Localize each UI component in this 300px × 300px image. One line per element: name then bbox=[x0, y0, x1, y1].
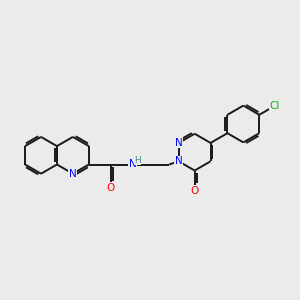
Text: N: N bbox=[175, 156, 183, 166]
Text: O: O bbox=[106, 183, 115, 193]
Text: O: O bbox=[190, 186, 199, 196]
Text: N: N bbox=[69, 169, 77, 179]
Text: Cl: Cl bbox=[270, 101, 280, 111]
Text: H: H bbox=[134, 156, 141, 165]
Text: N: N bbox=[175, 138, 183, 148]
Text: N: N bbox=[129, 159, 136, 169]
